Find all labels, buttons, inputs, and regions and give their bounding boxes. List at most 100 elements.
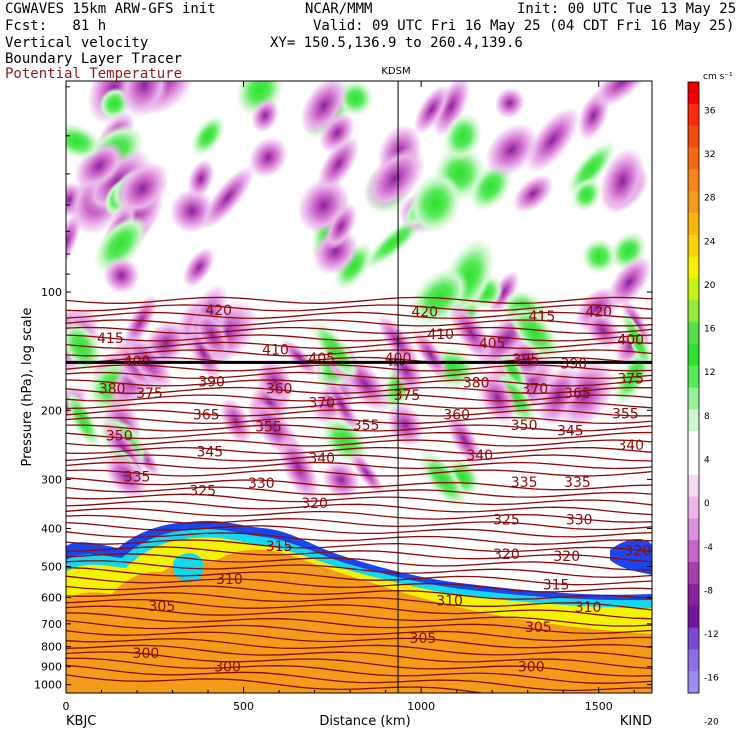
plot-area: 415 420 420 420 415 410 405 410 405 400 400 395 390 4… [66, 81, 652, 693]
theta-contour [66, 469, 652, 477]
colorbar-unit: cm s⁻¹ [703, 72, 733, 82]
theta-label: 410 [262, 342, 289, 358]
colorbar-swatch [688, 322, 699, 345]
left-endpoint-label: KBJC [66, 714, 96, 729]
theta-contour [66, 461, 652, 470]
velocity-cell [478, 371, 517, 424]
theta-contour [66, 630, 652, 649]
velocity-cell [592, 81, 652, 109]
velocity-cell [386, 403, 425, 447]
theta-label: 375 [394, 388, 421, 404]
velocity-cell [599, 148, 646, 215]
theta-contour [66, 454, 652, 462]
theta-label: 405 [308, 351, 335, 367]
theta-label: 320 [493, 547, 520, 563]
colorbar-tick-label: 12 [704, 368, 715, 378]
velocity-cell [581, 238, 617, 274]
theta-contour [66, 311, 652, 320]
vertical-velocity-field [66, 81, 652, 509]
colorbar-swatch [688, 627, 699, 650]
velocity-cell [512, 174, 554, 213]
colorbar-swatch [688, 583, 699, 607]
theta-contour [66, 514, 652, 531]
colorbar-swatch [688, 540, 699, 563]
theta-label: 335 [124, 470, 151, 486]
velocity-cell [103, 257, 140, 294]
velocity-cell [607, 255, 652, 309]
colorbar-tick-label: 32 [704, 150, 715, 160]
theta-label: 330 [248, 476, 275, 492]
theta-label: 315 [266, 539, 293, 555]
velocity-cell [432, 81, 471, 138]
velocity-cell [317, 135, 360, 192]
colorbar-swatch [688, 496, 699, 519]
theta-contour [66, 664, 652, 692]
theta-label: 355 [255, 420, 282, 436]
field-potential-temperature: Potential Temperature [5, 66, 183, 82]
velocity-cell [248, 137, 288, 178]
theta-contour [66, 364, 652, 372]
colorbar-tick-label: 0 [704, 499, 710, 509]
theta-contour [66, 446, 652, 455]
theta-contour [66, 371, 652, 380]
theta-label: 400 [124, 354, 151, 370]
theta-label: 390 [560, 356, 587, 372]
kdsm-label: KDSM [381, 66, 410, 77]
theta-contour [66, 379, 652, 387]
theta-contour [66, 539, 652, 553]
velocity-cell [66, 389, 100, 449]
theta-label: 340 [466, 448, 493, 464]
colorbar-tick-label: -8 [704, 586, 713, 596]
theta-label: 300 [518, 659, 545, 675]
velocity-cell [525, 107, 580, 173]
x-tick-label: 1500 [585, 700, 613, 713]
theta-label: 400 [385, 351, 412, 367]
theta-contour [66, 575, 652, 593]
header-line1-mid: NCAR/MMM [305, 1, 373, 17]
theta-label: 320 [553, 549, 580, 565]
header-xy-range: XY= 150.5,136.9 to 260.4,139.6 [270, 35, 523, 51]
theta-contour [66, 585, 652, 600]
theta-label: 420 [205, 303, 232, 319]
colorbar: 36 32 28 24 20 16 12 8 4 0 -4 -8 -12 -16 -20 [687, 81, 719, 727]
theta-contour [66, 560, 652, 579]
theta-contour [66, 598, 652, 620]
theta-contour [66, 531, 652, 545]
colorbar-swatch [688, 103, 699, 127]
velocity-cell [93, 215, 148, 274]
colorbar-swatch [688, 649, 699, 672]
colorbar-swatch [688, 256, 699, 279]
theta-label: 400 [617, 332, 644, 348]
velocity-cell [620, 309, 652, 372]
velocity-cell [200, 165, 255, 230]
theta-label: 375 [136, 386, 163, 402]
velocity-cell [281, 339, 317, 376]
theta-labels: 415 420 420 420 415 410 405 410 405 400 400 395 390 4… [97, 303, 651, 676]
velocity-cell [333, 242, 373, 290]
colorbar-tick-label: 8 [704, 412, 710, 422]
y-axis-title: Pressure (hPa), log scale [20, 308, 35, 467]
velocity-cell [182, 247, 215, 288]
colorbar-swatch [688, 387, 699, 410]
theta-label: 405 [479, 336, 506, 352]
velocity-cell [324, 203, 358, 250]
theta-contour [66, 424, 652, 432]
theta-contour [66, 349, 652, 357]
y-tick-label: 700 [41, 618, 62, 631]
velocity-cell [66, 321, 103, 373]
theta-label: 375 [617, 371, 644, 387]
theta-contour [66, 507, 652, 523]
x-tick-label: 500 [233, 700, 254, 713]
header-forecast-hour: Fcst: 81 h [5, 18, 107, 34]
x-axis-title: Distance (km) [319, 714, 410, 729]
theta-label: 335 [511, 475, 538, 491]
colorbar-tick-label: -16 [704, 674, 719, 684]
theta-contour [66, 674, 487, 693]
velocity-cell [508, 304, 561, 361]
velocity-cell [119, 81, 170, 118]
theta-contours [66, 296, 652, 693]
x-tick-label: 1000 [407, 700, 435, 713]
theta-contour [66, 521, 652, 538]
theta-label: 360 [443, 407, 470, 423]
